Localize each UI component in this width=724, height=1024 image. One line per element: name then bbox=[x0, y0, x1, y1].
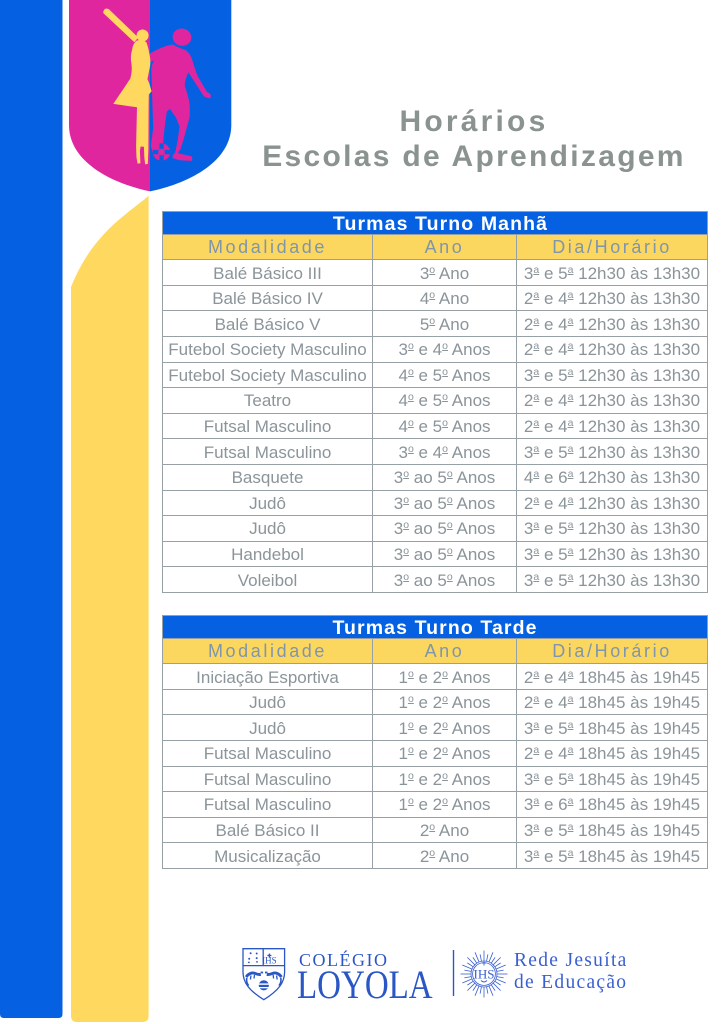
svg-text:IHS: IHS bbox=[262, 956, 277, 966]
svg-text:IHS: IHS bbox=[473, 966, 494, 981]
